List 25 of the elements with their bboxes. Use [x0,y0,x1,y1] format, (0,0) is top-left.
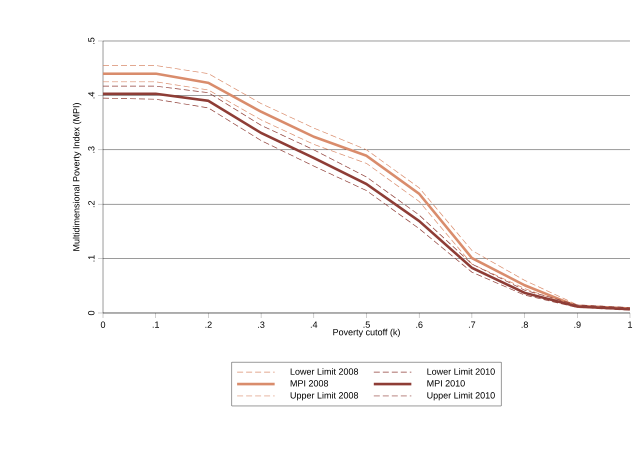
y-tick-label: .5 [88,38,94,44]
y-tick-label: .1 [88,255,94,262]
x-tick-label: .6 [416,322,423,328]
x-tick-label: .4 [310,322,318,328]
legend-label: Upper Limit 2010 [427,392,495,400]
x-tick-label: .8 [522,322,528,328]
y-tick-label: .2 [88,200,94,208]
legend-label: Lower Limit 2008 [290,368,358,375]
y-tick-label: .3 [88,146,94,153]
legend-label: MPI 2010 [427,380,465,387]
y-axis-title: Multidimensional Poverty Index (MPI) [72,103,82,251]
x-tick-label: .7 [468,322,476,328]
legend-label: Upper Limit 2008 [290,392,358,400]
legend-label: Lower Limit 2010 [427,368,495,375]
y-tick-label: 0 [88,310,94,316]
x-tick-label: 0 [100,322,106,328]
y-tick-label: .4 [88,92,94,98]
x-axis-title: Poverty cutoff (k) [333,328,400,338]
x-tick-label: .5 [364,322,370,328]
x-tick-label: .1 [152,322,160,328]
x-tick-label: .3 [258,322,264,328]
x-tick-label: .2 [205,322,212,328]
x-tick-label: .9 [574,322,581,328]
legend-label: MPI 2008 [290,380,328,387]
x-tick-label: 1 [628,322,632,328]
